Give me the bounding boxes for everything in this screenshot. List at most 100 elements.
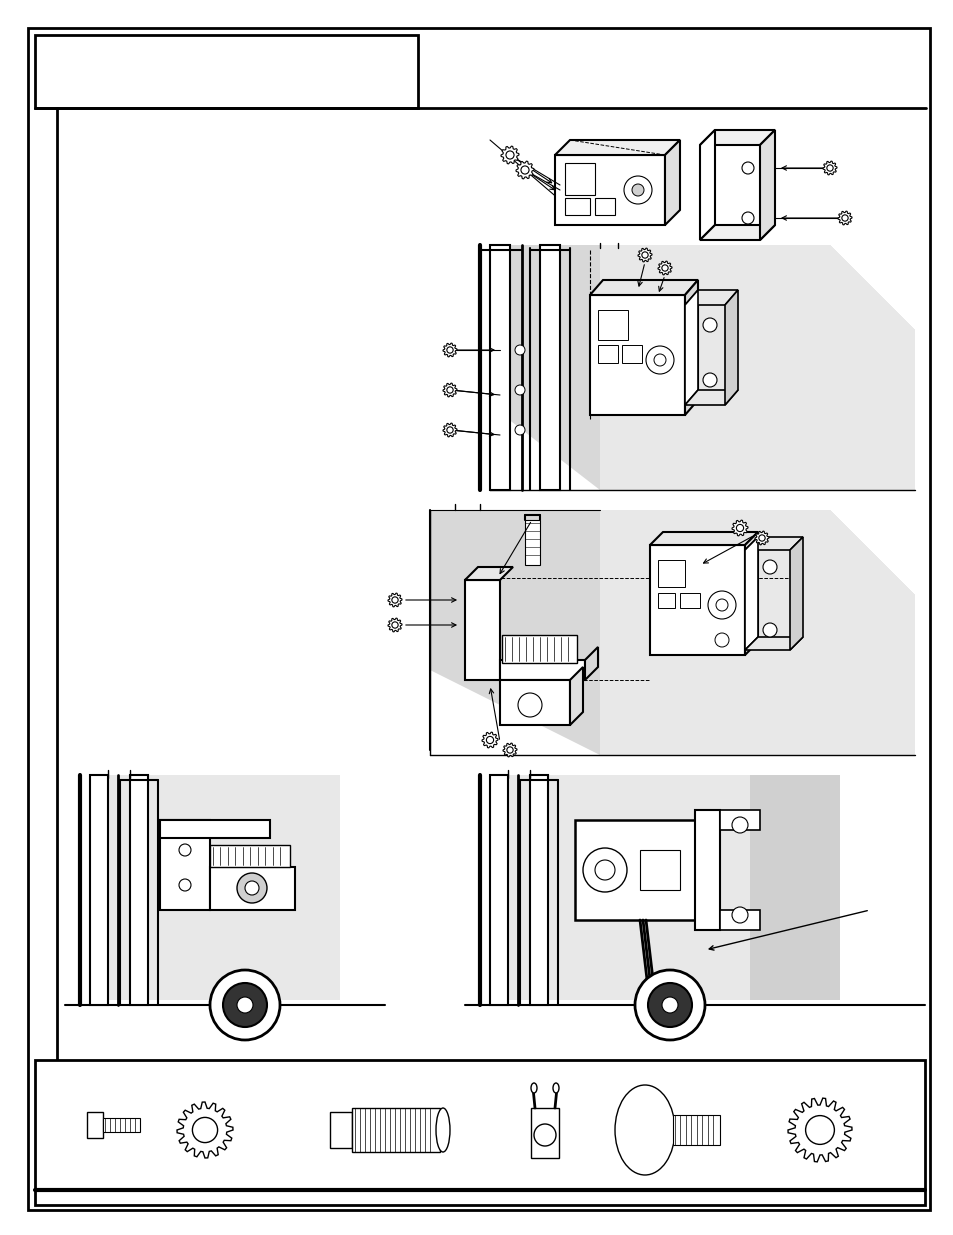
Polygon shape <box>516 161 534 179</box>
Circle shape <box>392 597 397 603</box>
Circle shape <box>515 345 524 354</box>
Circle shape <box>702 373 717 387</box>
Circle shape <box>515 385 524 395</box>
Circle shape <box>707 592 735 619</box>
Circle shape <box>641 252 647 258</box>
Circle shape <box>647 983 691 1028</box>
Ellipse shape <box>436 1108 450 1152</box>
Polygon shape <box>720 910 760 930</box>
Circle shape <box>654 354 665 366</box>
Circle shape <box>702 317 717 332</box>
Bar <box>658 559 684 587</box>
Polygon shape <box>442 343 456 357</box>
Polygon shape <box>388 593 401 606</box>
Circle shape <box>661 264 667 272</box>
Circle shape <box>446 427 453 433</box>
Circle shape <box>534 1124 556 1146</box>
Circle shape <box>520 165 529 174</box>
Circle shape <box>582 848 626 892</box>
Bar <box>598 310 627 340</box>
Polygon shape <box>442 383 456 396</box>
Polygon shape <box>649 532 758 545</box>
Polygon shape <box>589 280 698 295</box>
Polygon shape <box>700 130 774 144</box>
Bar <box>330 1112 352 1149</box>
Polygon shape <box>575 820 695 920</box>
Circle shape <box>515 425 524 435</box>
Polygon shape <box>684 390 738 405</box>
Polygon shape <box>658 261 671 275</box>
Polygon shape <box>177 1102 233 1158</box>
Polygon shape <box>599 245 914 490</box>
Polygon shape <box>524 520 539 564</box>
Polygon shape <box>695 810 720 930</box>
Polygon shape <box>684 290 738 305</box>
Polygon shape <box>500 146 518 164</box>
Polygon shape <box>684 280 698 415</box>
Polygon shape <box>555 140 679 156</box>
Circle shape <box>762 559 776 574</box>
Polygon shape <box>501 635 577 663</box>
Ellipse shape <box>615 1086 675 1174</box>
Circle shape <box>826 164 832 172</box>
Circle shape <box>741 162 753 174</box>
Circle shape <box>446 347 453 353</box>
Polygon shape <box>90 776 108 1005</box>
Polygon shape <box>599 510 914 755</box>
Polygon shape <box>499 776 840 1000</box>
Circle shape <box>645 346 673 374</box>
Circle shape <box>392 622 397 629</box>
Circle shape <box>623 177 651 204</box>
Polygon shape <box>555 156 664 225</box>
Circle shape <box>714 634 728 647</box>
Circle shape <box>631 184 643 196</box>
Polygon shape <box>744 532 758 655</box>
Circle shape <box>595 860 615 881</box>
Circle shape <box>179 879 191 890</box>
Bar <box>352 1108 439 1152</box>
Circle shape <box>210 969 280 1040</box>
Polygon shape <box>731 520 747 536</box>
Polygon shape <box>638 248 651 262</box>
Polygon shape <box>210 867 294 910</box>
Polygon shape <box>700 225 774 240</box>
Polygon shape <box>724 290 738 405</box>
Circle shape <box>236 997 253 1013</box>
Bar <box>35 1060 924 1205</box>
Circle shape <box>762 622 776 637</box>
Ellipse shape <box>531 1083 537 1093</box>
Polygon shape <box>499 680 569 725</box>
Circle shape <box>236 873 267 903</box>
Bar <box>564 198 589 215</box>
Bar <box>595 198 615 215</box>
Circle shape <box>841 215 847 221</box>
Polygon shape <box>490 245 914 490</box>
Polygon shape <box>499 659 584 680</box>
Polygon shape <box>789 537 802 650</box>
Polygon shape <box>684 290 698 405</box>
Polygon shape <box>744 537 802 550</box>
Polygon shape <box>160 820 210 910</box>
Bar <box>672 1115 720 1145</box>
Polygon shape <box>569 667 582 725</box>
Polygon shape <box>649 545 744 655</box>
Circle shape <box>731 906 747 923</box>
Circle shape <box>731 818 747 832</box>
Circle shape <box>804 1115 834 1145</box>
Polygon shape <box>700 130 714 240</box>
Polygon shape <box>589 295 684 415</box>
Polygon shape <box>760 130 774 240</box>
Polygon shape <box>490 776 507 1005</box>
Circle shape <box>245 881 258 895</box>
Bar <box>679 593 700 608</box>
Polygon shape <box>490 245 510 490</box>
Bar <box>564 163 595 195</box>
Bar <box>35 35 417 107</box>
Ellipse shape <box>553 1083 558 1093</box>
Polygon shape <box>822 161 836 175</box>
Polygon shape <box>664 140 679 225</box>
Polygon shape <box>130 776 148 1005</box>
Polygon shape <box>210 845 290 867</box>
Bar <box>103 1118 140 1132</box>
Circle shape <box>635 969 704 1040</box>
